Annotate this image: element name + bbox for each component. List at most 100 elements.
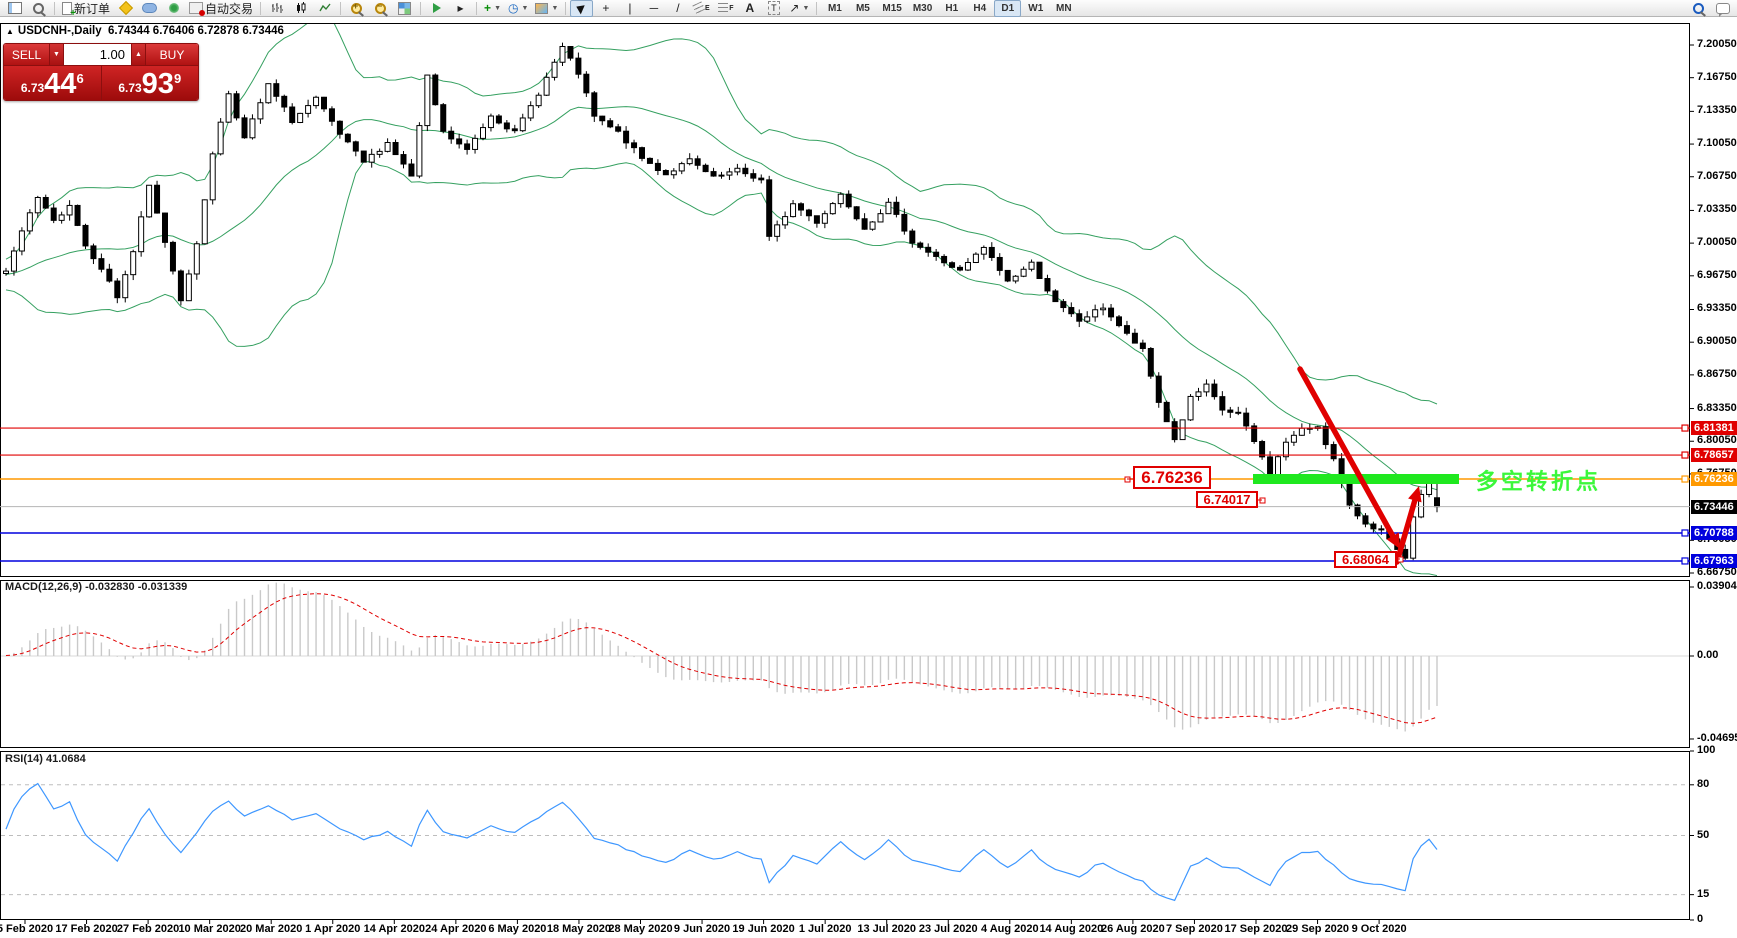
turning-point-highlight-bar[interactable] bbox=[1253, 474, 1459, 484]
price-callout-label[interactable]: 6.68064 bbox=[1334, 551, 1397, 568]
toolbar-separator bbox=[54, 1, 55, 15]
fibo-tag: F bbox=[729, 4, 734, 12]
price-line-badge: 6.78657 bbox=[1691, 448, 1737, 463]
timeframe-button-m30[interactable]: M30 bbox=[912, 2, 933, 14]
search-button[interactable] bbox=[1687, 0, 1710, 17]
add-indicator-icon: + bbox=[484, 1, 492, 15]
rsi-tick-label: 80 bbox=[1697, 777, 1710, 790]
bar-chart-button[interactable] bbox=[265, 0, 288, 17]
timeframe-button-mn[interactable]: MN bbox=[1056, 2, 1072, 14]
channel-tool-button[interactable]: E bbox=[690, 0, 713, 17]
candlestick-button[interactable] bbox=[289, 0, 312, 17]
fibonacci-tool-button[interactable]: F bbox=[714, 0, 737, 17]
vertical-line-icon: | bbox=[628, 1, 632, 15]
volume-increase-button[interactable]: ▲ bbox=[131, 44, 146, 65]
horizontal-line-icon: ─ bbox=[649, 1, 659, 15]
price-tick-label: 6.90050 bbox=[1697, 335, 1737, 348]
date-label: 20 Mar 2020 bbox=[239, 923, 303, 935]
buy-price-base: 6.73 bbox=[118, 81, 142, 95]
crosshair-tool-button[interactable]: + bbox=[594, 0, 617, 17]
down-arrow[interactable] bbox=[1297, 366, 1400, 549]
rsi-value: 41.0684 bbox=[45, 753, 86, 765]
data-window-button[interactable] bbox=[27, 0, 50, 17]
collapse-marker-icon[interactable]: ▲ bbox=[6, 27, 14, 36]
indicators-button[interactable]: + ▼ bbox=[481, 0, 504, 17]
templates-button[interactable]: ▼ bbox=[532, 0, 561, 17]
layout-icon bbox=[7, 2, 22, 14]
sell-button[interactable]: SELL bbox=[11, 47, 42, 62]
arrows-tool-button[interactable]: ↗ ▼ bbox=[786, 0, 812, 17]
periods-button[interactable]: ◷ ▼ bbox=[505, 0, 531, 17]
horizontal-line-tool-button[interactable]: ─ bbox=[642, 0, 665, 17]
market-button[interactable] bbox=[138, 0, 161, 17]
auto-trading-icon bbox=[189, 2, 206, 16]
trendline-icon: / bbox=[676, 1, 680, 15]
pane-splitter-rsi[interactable] bbox=[0, 748, 1690, 751]
macd-signal-line bbox=[5, 593, 1438, 724]
price-tick-label: 7.03350 bbox=[1697, 203, 1737, 216]
tile-windows-icon bbox=[398, 1, 412, 15]
label-tool-button[interactable]: T bbox=[762, 0, 785, 17]
data-window-icon bbox=[33, 2, 44, 14]
tile-windows-button[interactable] bbox=[393, 0, 416, 17]
buy-button[interactable]: BUY bbox=[159, 47, 185, 62]
chart-layout-icon[interactable] bbox=[3, 0, 26, 17]
auto-scroll-button[interactable] bbox=[425, 0, 448, 17]
zoom-in-icon: + bbox=[351, 1, 363, 14]
chat-button[interactable] bbox=[1711, 0, 1734, 17]
timeframe-button-m5[interactable]: M5 bbox=[855, 2, 870, 14]
macd-tick-label: 0.039044 bbox=[1697, 580, 1737, 592]
rsi-name: RSI(14) bbox=[5, 753, 43, 765]
vertical-line-tool-button[interactable]: | bbox=[618, 0, 641, 17]
template-icon bbox=[535, 2, 549, 14]
buy-price-pip: 9 bbox=[173, 71, 182, 86]
signal-icon bbox=[168, 3, 179, 13]
timeframe-button-d1[interactable]: D1 bbox=[994, 0, 1022, 17]
trendline-tool-button[interactable]: / bbox=[666, 0, 689, 17]
price-callout-label[interactable]: 6.74017 bbox=[1196, 491, 1258, 508]
metaeditor-button[interactable] bbox=[114, 0, 137, 17]
zoom-out-button[interactable]: − bbox=[369, 0, 392, 17]
timeframe-button-h4[interactable]: H4 bbox=[973, 2, 987, 14]
auto-scroll-icon bbox=[432, 3, 441, 13]
cloud-icon bbox=[142, 3, 158, 13]
sell-price-button[interactable]: 6.73 44 6 bbox=[4, 66, 102, 100]
price-tick-label: 6.80050 bbox=[1697, 434, 1737, 447]
price-tick-label: 7.10050 bbox=[1697, 137, 1737, 150]
up-arrow[interactable] bbox=[1394, 486, 1422, 565]
turning-point-annotation[interactable]: 多空转折点 bbox=[1476, 469, 1602, 494]
price-tick-label: 6.66750 bbox=[1697, 565, 1737, 578]
cursor-tool-button[interactable] bbox=[570, 0, 594, 17]
timeframe-button-m15[interactable]: M15 bbox=[882, 2, 902, 14]
date-label: 17 Feb 2020 bbox=[55, 923, 118, 935]
date-label: 9 Jun 2020 bbox=[673, 923, 731, 935]
zoom-in-button[interactable]: + bbox=[345, 0, 368, 17]
date-label: 17 Sep 2020 bbox=[1224, 923, 1288, 935]
sell-price-base: 6.73 bbox=[20, 81, 45, 95]
dropdown-caret-icon: ▼ bbox=[494, 4, 501, 12]
chart-shift-button[interactable]: ▸ bbox=[449, 0, 472, 17]
price-callout-label[interactable]: 6.76236 bbox=[1133, 466, 1211, 489]
one-click-trading-panel: SELL ▼ 1.00 ▲ BUY 6.73 44 6 6.73 93 9 bbox=[3, 43, 199, 101]
timeframe-button-w1[interactable]: W1 bbox=[1028, 2, 1044, 14]
rsi-tick-label: 0 bbox=[1697, 913, 1704, 925]
main-pane bbox=[0, 23, 1690, 577]
rsi-tick-label: 15 bbox=[1697, 887, 1710, 900]
text-tool-button[interactable]: A bbox=[738, 0, 761, 17]
new-order-button[interactable]: 新订单 bbox=[59, 0, 113, 19]
rsi-label: RSI(14) 41.0684 bbox=[5, 753, 86, 765]
chart-title: ▲ USDCNH-,Daily 6.74344 6.76406 6.72878 6… bbox=[6, 25, 284, 37]
buy-price-button[interactable]: 6.73 93 9 bbox=[102, 66, 199, 100]
auto-trading-button[interactable]: 自动交易 bbox=[186, 0, 256, 17]
volume-input[interactable]: 1.00 bbox=[64, 44, 131, 65]
pane-splitter-macd[interactable] bbox=[0, 577, 1690, 580]
metaeditor-icon bbox=[118, 0, 133, 16]
volume-decrease-button[interactable]: ▼ bbox=[49, 44, 64, 65]
timeframe-button-m1[interactable]: M1 bbox=[827, 2, 842, 14]
auto-trading-label: 自动交易 bbox=[205, 1, 254, 16]
channel-tag: E bbox=[705, 4, 710, 12]
timeframe-button-h1[interactable]: H1 bbox=[945, 2, 959, 14]
line-chart-button[interactable] bbox=[313, 0, 336, 17]
signals-button[interactable] bbox=[162, 0, 185, 17]
toolbar: 新订单 自动交易 + − ▸ +▼ ◷▼ ▼ + | ─ / E F A T ↗… bbox=[0, 0, 1737, 19]
